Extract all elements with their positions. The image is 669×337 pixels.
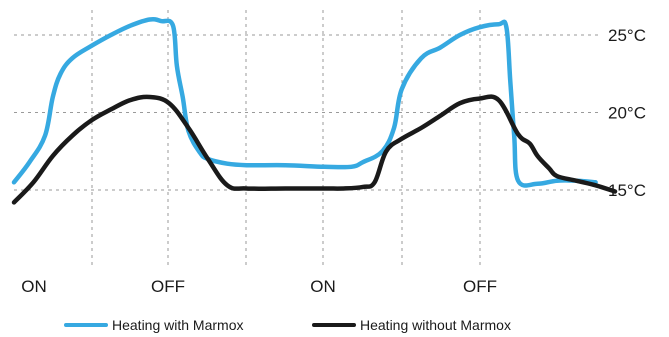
- y-tick-label-1: 20°C: [608, 104, 646, 123]
- legend: Heating with Marmox Heating without Marmo…: [64, 317, 511, 333]
- x-tick-label-1: OFF: [151, 277, 185, 296]
- legend-label-1: Heating without Marmox: [360, 317, 511, 333]
- y-tick-label-0: 15°C: [608, 181, 646, 200]
- series-line-0: [11, 16, 598, 188]
- legend-label-0: Heating with Marmox: [112, 317, 244, 333]
- x-tick-labels: ON OFF ON OFF: [21, 277, 497, 296]
- series-lines: [11, 16, 618, 205]
- series-line-1: [11, 94, 618, 205]
- x-tick-label-0: ON: [21, 277, 47, 296]
- y-tick-label-2: 25°C: [608, 26, 646, 45]
- y-tick-labels: 15°C 20°C 25°C: [608, 26, 646, 200]
- x-tick-label-2: ON: [310, 277, 336, 296]
- x-tick-label-3: OFF: [463, 277, 497, 296]
